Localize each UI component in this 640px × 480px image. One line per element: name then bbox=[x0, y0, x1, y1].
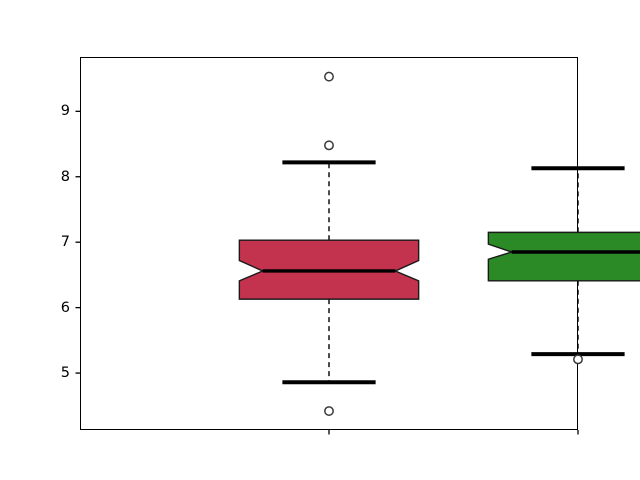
y-axis-tick-label: 7 bbox=[60, 233, 70, 250]
y-axis-tick-label: 9 bbox=[60, 103, 70, 120]
plot-area bbox=[80, 57, 578, 430]
y-axis-tick-label: 6 bbox=[60, 299, 70, 316]
y-axis-tick-label: 8 bbox=[60, 168, 70, 185]
y-axis-tick-label: 5 bbox=[60, 364, 70, 381]
